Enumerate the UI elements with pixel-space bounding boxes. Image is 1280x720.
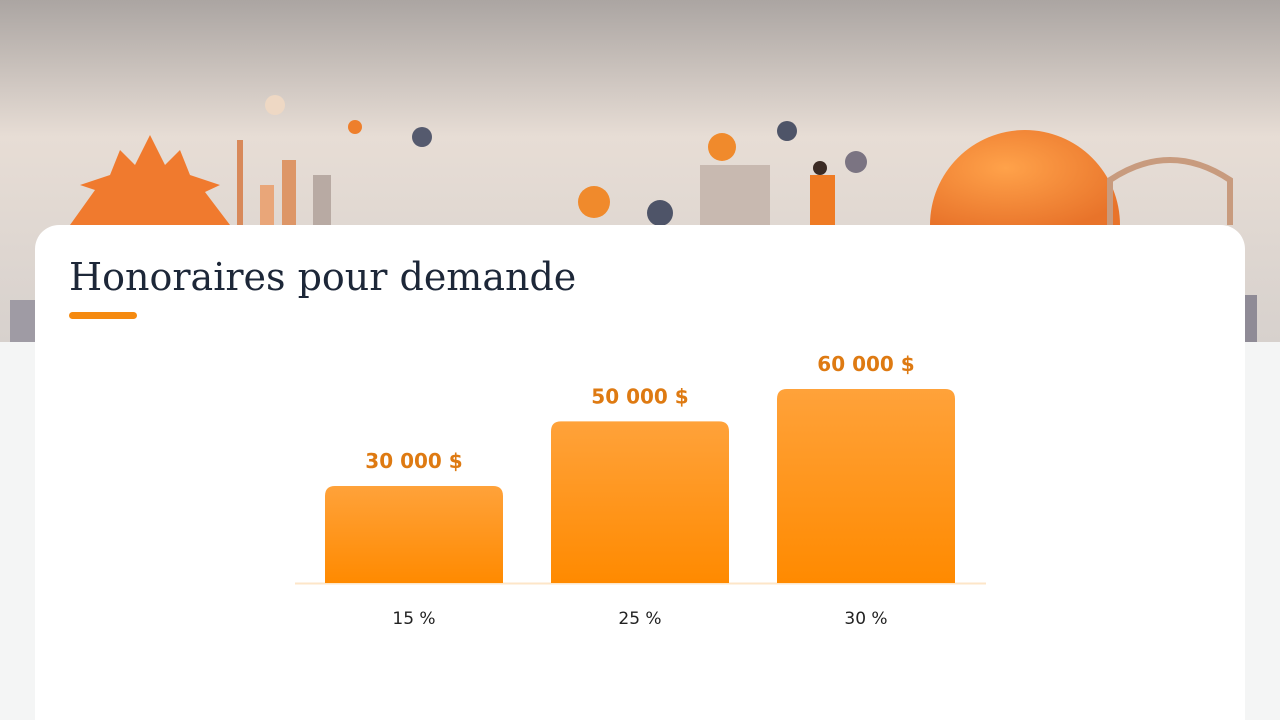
x-tick-label: 25 % <box>618 609 661 629</box>
bar <box>777 389 955 583</box>
title-underline <box>69 312 137 319</box>
value-label: 30 000 $ <box>365 449 462 473</box>
x-tick-label: 30 % <box>844 609 887 629</box>
x-tick-label: 15 % <box>392 609 435 629</box>
value-label: 50 000 $ <box>591 384 688 408</box>
bar <box>325 486 503 583</box>
bar <box>551 421 729 583</box>
value-label: 60 000 $ <box>817 352 914 376</box>
chart-title: Honoraires pour demande <box>69 255 576 299</box>
